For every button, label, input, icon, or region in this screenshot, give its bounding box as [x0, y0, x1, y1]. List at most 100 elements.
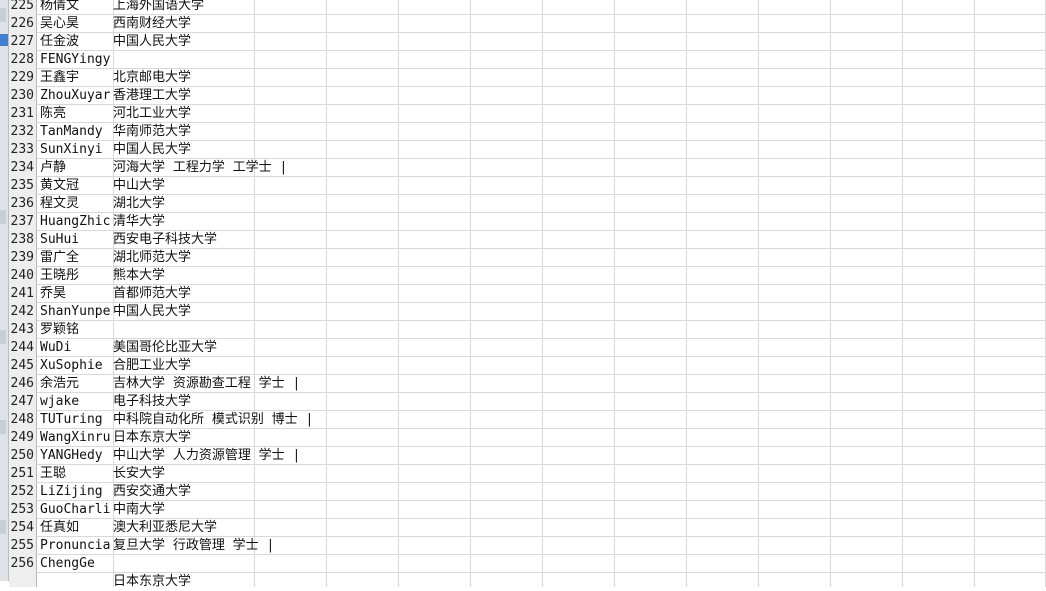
- row-number[interactable]: 234: [10, 160, 34, 175]
- school-cell[interactable]: 清华大学: [113, 214, 166, 229]
- school-cell[interactable]: 西安电子科技大学: [113, 232, 218, 247]
- table-row[interactable]: 252 LiZijing 西安交通大学: [9, 483, 1046, 501]
- name-cell[interactable]: 王晓彤: [40, 268, 80, 283]
- name-cell[interactable]: FENGYingy: [40, 52, 111, 67]
- school-cell[interactable]: 西安交通大学: [113, 484, 192, 499]
- school-cell[interactable]: [113, 321, 713, 339]
- name-cell[interactable]: LiZijing: [40, 484, 103, 499]
- school-cell[interactable]: 中山大学: [113, 178, 166, 193]
- school-cell[interactable]: 华南师范大学: [113, 124, 192, 139]
- table-row[interactable]: 243 罗颖铭: [9, 321, 1046, 339]
- row-number[interactable]: 235: [10, 178, 34, 193]
- school-cell[interactable]: 合肥工业大学: [113, 358, 192, 373]
- row-number[interactable]: 239: [10, 250, 34, 265]
- row-number[interactable]: 227: [10, 34, 34, 49]
- table-row[interactable]: 254 任真如 澳大利亚悉尼大学: [9, 519, 1046, 537]
- table-row[interactable]: 248 TUTuring 中科院自动化所 模式识别 博士 |: [9, 411, 1046, 429]
- name-cell[interactable]: 卢静: [40, 160, 67, 175]
- school-cell[interactable]: 熊本大学: [113, 268, 166, 283]
- row-number[interactable]: 253: [10, 502, 34, 517]
- name-cell[interactable]: 余浩元: [40, 376, 80, 391]
- table-row[interactable]: 255 Pronuncia 复旦大学 行政管理 学士 |: [9, 537, 1046, 555]
- table-row[interactable]: 247 wjake 电子科技大学: [9, 393, 1046, 411]
- name-cell[interactable]: GuoCharli: [40, 502, 111, 517]
- name-cell[interactable]: 黄文冠: [40, 178, 80, 193]
- row-number[interactable]: 256: [10, 556, 34, 571]
- row-number[interactable]: 236: [10, 196, 34, 211]
- school-cell[interactable]: 中南大学: [113, 502, 166, 517]
- school-cell[interactable]: 河北工业大学: [113, 106, 192, 121]
- table-row[interactable]: 241 乔昊 首都师范大学: [9, 285, 1046, 303]
- name-cell[interactable]: SunXinyi: [40, 142, 103, 157]
- school-cell[interactable]: 中山大学 人力资源管理 学士 |: [113, 448, 301, 463]
- school-cell[interactable]: 澳大利亚悉尼大学: [113, 520, 218, 535]
- name-cell[interactable]: 任金波: [40, 34, 80, 49]
- table-row[interactable]: 228 FENGYingy: [9, 51, 1046, 69]
- school-cell[interactable]: 上海外国语大学: [113, 0, 205, 13]
- school-cell[interactable]: 中国人民大学: [113, 304, 192, 319]
- name-cell[interactable]: 程文灵: [40, 196, 80, 211]
- name-cell[interactable]: 罗颖铭: [40, 322, 80, 337]
- school-cell[interactable]: 电子科技大学: [113, 394, 192, 409]
- school-cell[interactable]: 吉林大学 资源勘查工程 学士 |: [113, 376, 301, 391]
- table-row[interactable]: 230 ZhouXuyar 香港理工大学: [9, 87, 1046, 105]
- row-number[interactable]: 225: [10, 0, 34, 13]
- table-row[interactable]: 234 卢静 河海大学 工程力学 工学士 |: [9, 159, 1046, 177]
- table-row[interactable]: 238 SuHui 西安电子科技大学: [9, 231, 1046, 249]
- row-number[interactable]: 233: [10, 142, 34, 157]
- table-row[interactable]: 229 王鑫宇 北京邮电大学: [9, 69, 1046, 87]
- name-cell[interactable]: wjake: [40, 394, 80, 409]
- row-number[interactable]: 228: [10, 52, 34, 67]
- table-row[interactable]: 246 余浩元 吉林大学 资源勘查工程 学士 |: [9, 375, 1046, 393]
- name-cell[interactable]: 吴心昊: [40, 16, 80, 31]
- table-row[interactable]: 251 王聪 长安大学: [9, 465, 1046, 483]
- table-row[interactable]: 240 王晓彤 熊本大学: [9, 267, 1046, 285]
- school-cell[interactable]: 河海大学 工程力学 工学士 |: [113, 160, 288, 175]
- school-cell[interactable]: 中国人民大学: [113, 34, 192, 49]
- school-cell[interactable]: 香港理工大学: [113, 88, 192, 103]
- name-cell[interactable]: TanMandy: [40, 124, 103, 139]
- school-cell[interactable]: 日本东京大学: [113, 574, 192, 589]
- row-number[interactable]: 242: [10, 304, 34, 319]
- table-row[interactable]: 235 黄文冠 中山大学: [9, 177, 1046, 195]
- table-row[interactable]: 233 SunXinyi 中国人民大学: [9, 141, 1046, 159]
- row-number[interactable]: 232: [10, 124, 34, 139]
- name-cell[interactable]: Pronuncia: [40, 538, 111, 553]
- row-number[interactable]: 230: [10, 88, 34, 103]
- name-cell[interactable]: 任真如: [40, 520, 80, 535]
- table-row[interactable]: 225 杨倩文 上海外国语大学: [9, 0, 1046, 15]
- school-cell[interactable]: 长安大学: [113, 466, 166, 481]
- row-number[interactable]: 241: [10, 286, 34, 301]
- row-number[interactable]: [9, 573, 36, 591]
- row-number[interactable]: 229: [10, 70, 34, 85]
- name-cell[interactable]: 陈亮: [40, 106, 67, 121]
- name-cell[interactable]: YANGHedy: [40, 448, 103, 463]
- table-row[interactable]: 250 YANGHedy 中山大学 人力资源管理 学士 |: [9, 447, 1046, 465]
- school-cell[interactable]: [113, 555, 713, 573]
- table-row[interactable]: 244 WuDi 美国哥伦比亚大学: [9, 339, 1046, 357]
- school-cell[interactable]: 美国哥伦比亚大学: [113, 340, 218, 355]
- school-cell[interactable]: 首都师范大学: [113, 286, 192, 301]
- row-number[interactable]: 249: [10, 430, 34, 445]
- pane-selection-marker[interactable]: [0, 34, 8, 46]
- row-number[interactable]: 240: [10, 268, 34, 283]
- name-cell[interactable]: XuSophie: [40, 358, 103, 373]
- name-cell[interactable]: [40, 573, 113, 591]
- name-cell[interactable]: ChengGe: [40, 556, 95, 571]
- spreadsheet-grid[interactable]: 225 杨倩文 上海外国语大学 226 吴心昊 西南财经大学 227 任金波 中国人民大学 …: [9, 0, 1046, 589]
- row-number[interactable]: 231: [10, 106, 34, 121]
- school-cell[interactable]: 中国人民大学: [113, 142, 192, 157]
- row-number[interactable]: 250: [10, 448, 34, 463]
- table-row[interactable]: 239 雷广全 湖北师范大学: [9, 249, 1046, 267]
- table-row[interactable]: 249 WangXinru 日本东京大学: [9, 429, 1046, 447]
- name-cell[interactable]: 杨倩文: [40, 0, 80, 13]
- row-number[interactable]: 243: [10, 322, 34, 337]
- name-cell[interactable]: 王聪: [40, 466, 67, 481]
- row-number[interactable]: 248: [10, 412, 34, 427]
- row-number[interactable]: 226: [10, 16, 34, 31]
- name-cell[interactable]: 王鑫宇: [40, 70, 80, 85]
- name-cell[interactable]: 乔昊: [40, 286, 67, 301]
- row-number[interactable]: 245: [10, 358, 34, 373]
- name-cell[interactable]: TUTuring: [40, 412, 103, 427]
- table-row[interactable]: 227 任金波 中国人民大学: [9, 33, 1046, 51]
